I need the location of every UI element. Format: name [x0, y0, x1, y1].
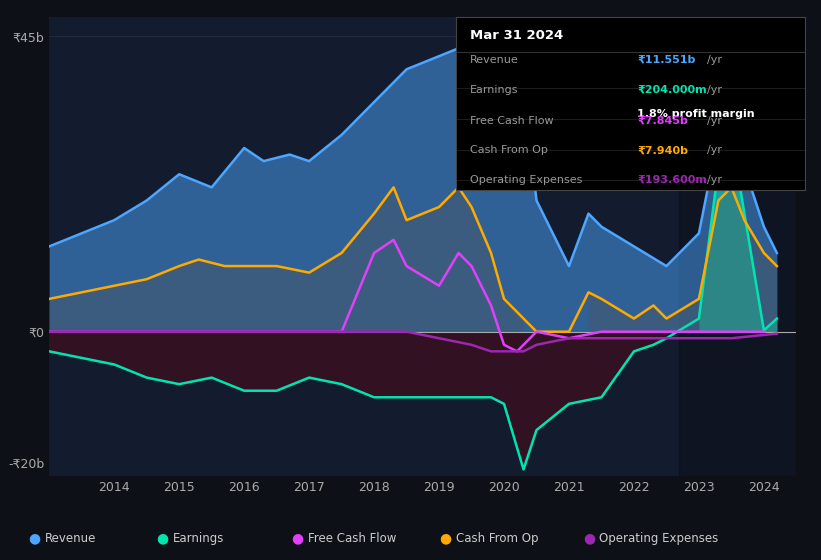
- Text: ●: ●: [291, 532, 304, 545]
- Text: ●: ●: [439, 532, 452, 545]
- Text: Free Cash Flow: Free Cash Flow: [470, 116, 553, 126]
- Text: Revenue: Revenue: [45, 532, 97, 545]
- Text: ₹7.845b: ₹7.845b: [637, 116, 688, 126]
- Text: ●: ●: [29, 532, 41, 545]
- Text: Revenue: Revenue: [470, 55, 518, 65]
- Text: /yr: /yr: [707, 85, 722, 95]
- Text: ●: ●: [156, 532, 168, 545]
- Text: /yr: /yr: [707, 145, 722, 155]
- Text: Cash From Op: Cash From Op: [470, 145, 548, 155]
- Text: ₹204.000m: ₹204.000m: [637, 85, 707, 95]
- Bar: [680, 17, 796, 476]
- Text: /yr: /yr: [707, 55, 722, 65]
- Text: Operating Expenses: Operating Expenses: [599, 532, 718, 545]
- Text: 1.8% profit margin: 1.8% profit margin: [637, 109, 754, 119]
- Text: Mar 31 2024: Mar 31 2024: [470, 29, 563, 42]
- Text: Cash From Op: Cash From Op: [456, 532, 538, 545]
- Text: /yr: /yr: [707, 116, 722, 126]
- Text: ●: ●: [583, 532, 595, 545]
- Text: Earnings: Earnings: [470, 85, 518, 95]
- Text: ₹11.551b: ₹11.551b: [637, 55, 695, 65]
- Text: /yr: /yr: [707, 175, 722, 185]
- Text: Earnings: Earnings: [172, 532, 224, 545]
- Text: ₹7.940b: ₹7.940b: [637, 145, 688, 155]
- Text: Operating Expenses: Operating Expenses: [470, 175, 582, 185]
- Text: Free Cash Flow: Free Cash Flow: [308, 532, 397, 545]
- Text: ₹193.600m: ₹193.600m: [637, 175, 707, 185]
